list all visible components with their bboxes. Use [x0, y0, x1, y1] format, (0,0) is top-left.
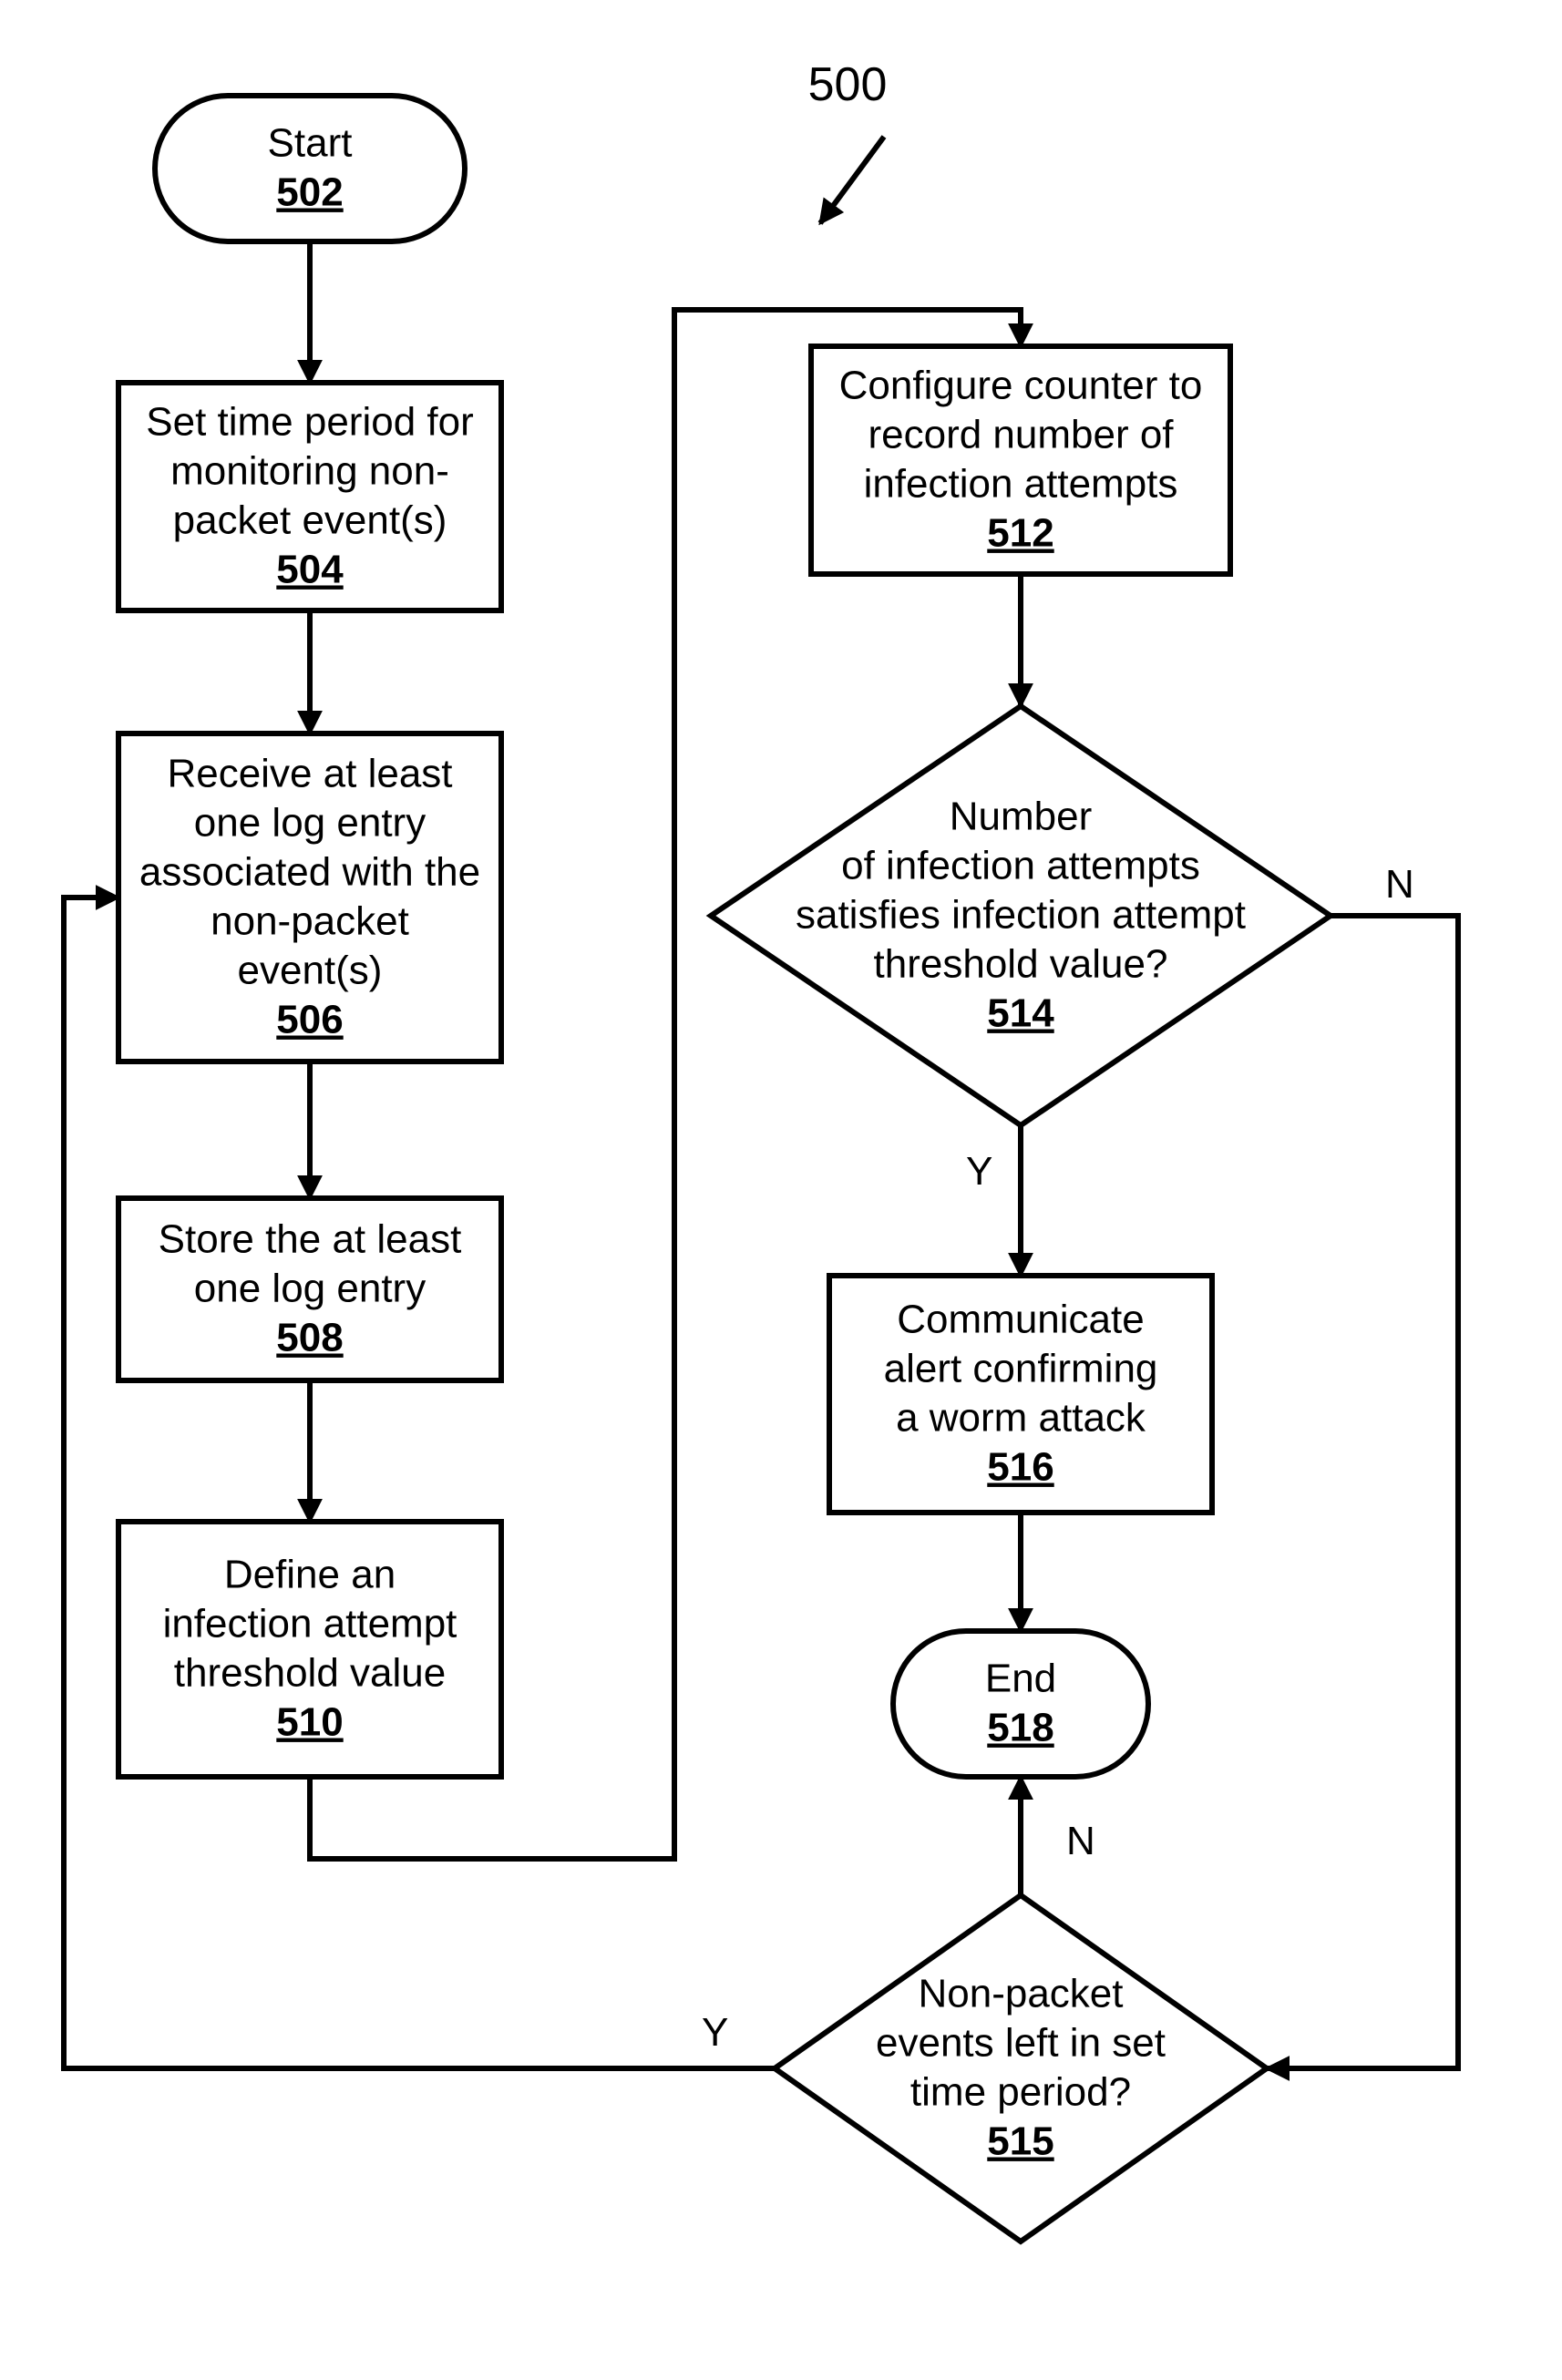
node-514: Number of infection attempts satisfies inf… [711, 706, 1331, 1125]
node-shape-502 [155, 96, 465, 241]
node-text-516-line1: alert confirming [884, 1347, 1158, 1391]
node-shape-518 [893, 1631, 1148, 1777]
node-ref-514: 514 [987, 991, 1054, 1036]
edge-label-e10: N [1066, 1819, 1095, 1863]
node-text-512-line2: infection attempts [864, 462, 1178, 507]
node-text-508-line0: Store the at least [159, 1217, 462, 1262]
node-text-514-line2: satisfies infection attempt [796, 893, 1246, 938]
node-text-516-line0: Communicate [897, 1298, 1144, 1342]
node-text-510-line0: Define an [224, 1553, 396, 1597]
node-text-510-line2: threshold value [174, 1651, 446, 1696]
node-text-506-line1: one log entry [194, 801, 426, 846]
node-text-514-line0: Number [950, 795, 1093, 839]
node-text-506-line2: associated with the [139, 850, 480, 895]
node-ref-512: 512 [987, 511, 1053, 556]
node-ref-506: 506 [276, 998, 343, 1042]
node-text-515-line0: Non-packet [918, 1972, 1123, 2016]
node-518: End 518 [893, 1631, 1148, 1777]
node-text-512-line1: record number of [868, 413, 1174, 457]
node-512: Configure counter to record number of infe… [811, 346, 1230, 574]
node-506: Receive at least one log entryassociated … [118, 733, 501, 1062]
node-ref-502: 502 [276, 170, 343, 215]
node-text-504-line1: monitoring non- [170, 449, 449, 494]
node-text-508-line1: one log entry [194, 1267, 426, 1311]
node-508: Store the at least one log entry 508 [118, 1198, 501, 1380]
edge-label-e7: Y [966, 1149, 992, 1194]
figure-arrow [820, 137, 884, 223]
node-ref-508: 508 [276, 1316, 343, 1360]
node-text-510-line1: infection attempt [163, 1602, 457, 1647]
node-text-515-line1: events left in set [876, 2021, 1166, 2066]
edge-e9 [1267, 916, 1458, 2068]
node-text-506-line4: event(s) [238, 949, 383, 993]
node-text-515-line2: time period? [910, 2070, 1131, 2115]
flowchart-canvas: 500 Y N N Y Start502 Set time period formonito… [0, 0, 1562, 2380]
node-shape-515 [775, 1895, 1267, 2242]
node-text-518-line0: End [985, 1657, 1056, 1701]
node-515: Non-packet events left in settime period?… [775, 1895, 1267, 2242]
node-510: Define an infection attemptthreshold valu… [118, 1522, 501, 1777]
node-text-516-line2: a worm attack [896, 1396, 1146, 1441]
node-504: Set time period formonitoring non-packet… [118, 383, 501, 610]
node-text-504-line0: Set time period for [146, 400, 474, 445]
node-text-506-line3: non-packet [211, 899, 409, 944]
edge-label-e9: N [1385, 862, 1414, 907]
nodes: Start502 Set time period formonitoring no… [118, 96, 1331, 2242]
edge-label-e11: Y [702, 2010, 728, 2055]
node-516: Communicate alert confirming a worm attack… [829, 1276, 1212, 1513]
node-text-504-line2: packet event(s) [173, 498, 447, 543]
node-text-512-line0: Configure counter to [839, 364, 1203, 408]
node-ref-510: 510 [276, 1700, 343, 1745]
node-ref-518: 518 [987, 1706, 1053, 1750]
node-text-514-line1: of infection attempts [841, 844, 1200, 888]
node-ref-504: 504 [276, 548, 344, 592]
node-text-506-line0: Receive at least [167, 752, 452, 796]
node-text-514-line3: threshold value? [874, 942, 1168, 987]
node-ref-515: 515 [987, 2119, 1053, 2164]
node-ref-516: 516 [987, 1445, 1053, 1490]
node-text-502-line0: Start [268, 121, 353, 166]
node-502: Start502 [155, 96, 465, 241]
edge-e11 [64, 898, 775, 2068]
figure-label: 500 [808, 58, 888, 111]
